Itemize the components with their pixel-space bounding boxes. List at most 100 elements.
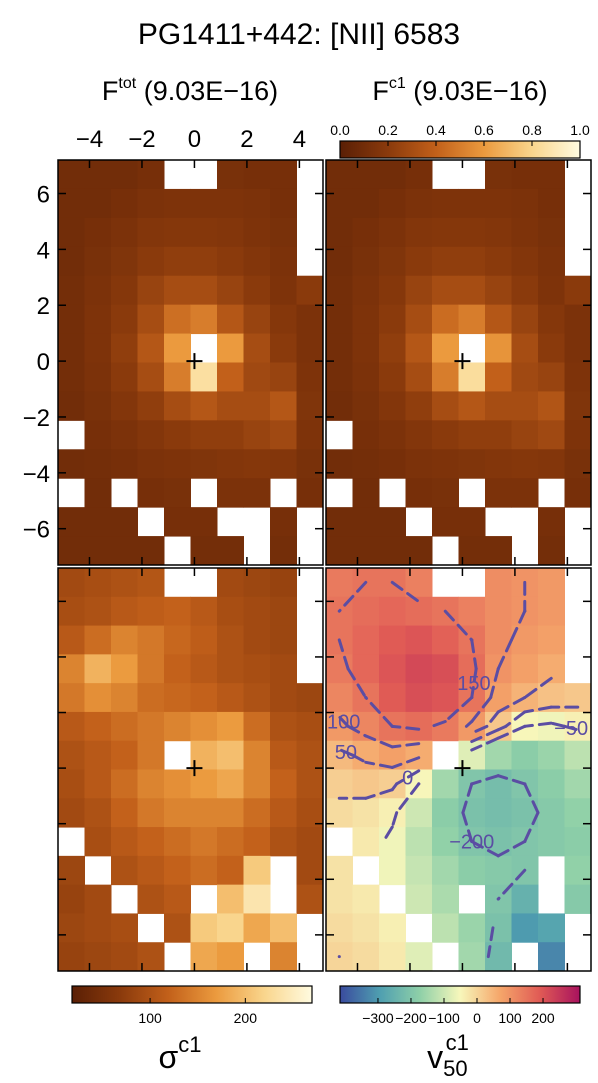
map-cell — [296, 683, 324, 713]
map-cell — [137, 217, 165, 248]
contour-line — [390, 742, 421, 749]
map-cell — [111, 654, 138, 684]
map-cell — [326, 362, 353, 392]
map-cell — [111, 420, 138, 450]
map-cell — [511, 391, 539, 421]
contour-line — [496, 724, 508, 732]
map-cell — [84, 711, 112, 742]
map-cell — [137, 362, 165, 392]
map-cell — [485, 740, 512, 770]
map-cell — [326, 246, 353, 277]
map-cell — [217, 362, 244, 392]
map-cell — [564, 275, 592, 306]
map-cell — [538, 275, 565, 306]
map-cell — [137, 449, 165, 479]
map-cell — [243, 596, 271, 627]
map-cell — [164, 596, 191, 627]
map-cell — [405, 188, 433, 219]
contour-line — [351, 753, 368, 764]
map-cell — [270, 798, 297, 828]
map-cell — [352, 884, 380, 914]
map-cell — [84, 596, 112, 627]
map-cell — [326, 304, 353, 335]
contour-line — [390, 782, 399, 792]
contour-line — [390, 756, 421, 769]
map-cell — [243, 160, 271, 190]
contour-line — [461, 811, 474, 843]
colorbar-tick-label: 0.6 — [474, 122, 494, 138]
map-cell — [405, 654, 433, 684]
map-cell — [58, 160, 85, 190]
map-cell — [432, 625, 459, 655]
contour-label: 50 — [335, 742, 357, 764]
map-cell — [270, 536, 297, 566]
map-cell — [352, 536, 380, 566]
map-cell — [458, 275, 486, 306]
map-cell — [432, 711, 459, 742]
map-cell — [217, 740, 244, 770]
map-cell — [485, 304, 512, 335]
map-cell — [379, 683, 406, 713]
map-cell — [58, 740, 85, 770]
contour-line — [523, 676, 553, 700]
map-cell — [111, 246, 138, 277]
map-cell — [190, 625, 218, 655]
map-cell — [217, 217, 244, 248]
contour-line — [364, 788, 394, 800]
map-cell — [326, 740, 353, 770]
map-cell — [137, 625, 165, 655]
map-cell — [326, 884, 353, 914]
map-cell — [352, 160, 380, 190]
map-cell — [111, 568, 138, 598]
map-cell — [111, 769, 138, 799]
map-cell — [84, 478, 112, 508]
map-cell — [243, 683, 271, 713]
map-cell — [164, 333, 191, 363]
map-cell — [296, 449, 324, 479]
map-cell — [217, 420, 244, 450]
contour-line — [523, 705, 553, 714]
map-cell — [458, 449, 486, 479]
panel-title-main: F — [102, 76, 119, 106]
map-cell — [217, 654, 244, 684]
map-cell — [485, 478, 512, 508]
map-cell — [564, 769, 592, 799]
map-cell — [564, 855, 592, 886]
y-tick-label: −4 — [23, 461, 50, 488]
map-cell — [352, 740, 380, 770]
panel-title-sup: tot — [118, 75, 136, 92]
map-cell — [352, 769, 380, 799]
map-cell — [458, 507, 486, 537]
map-cell — [137, 391, 165, 421]
map-cell — [84, 188, 112, 219]
map-cell — [137, 596, 165, 627]
map-cell — [432, 246, 459, 277]
map-cell — [326, 391, 353, 421]
colorbar-tick-label: 200 — [531, 1010, 555, 1026]
map-cell — [190, 304, 218, 335]
map-cell — [84, 362, 112, 392]
contour-line — [496, 839, 527, 858]
contour-label: −200 — [449, 831, 494, 853]
map-cell — [379, 246, 406, 277]
map-cell — [538, 449, 565, 479]
map-cell — [270, 160, 297, 190]
contour-line — [337, 747, 354, 757]
map-cell — [352, 942, 380, 972]
map-cell — [379, 449, 406, 479]
contour-line — [346, 667, 368, 700]
map-cell — [58, 884, 85, 914]
map-cell — [164, 769, 191, 799]
map-cell — [84, 683, 112, 713]
map-cell — [511, 740, 539, 770]
map-cell — [432, 855, 459, 886]
map-cell — [326, 568, 353, 598]
map-cell — [137, 711, 165, 742]
map-cell — [84, 333, 112, 363]
map-cell — [270, 625, 297, 655]
map-cell — [217, 711, 244, 742]
contour-label: −50 — [554, 718, 588, 740]
map-cell — [511, 913, 539, 943]
map-cell — [164, 683, 191, 713]
map-cell — [270, 827, 297, 857]
